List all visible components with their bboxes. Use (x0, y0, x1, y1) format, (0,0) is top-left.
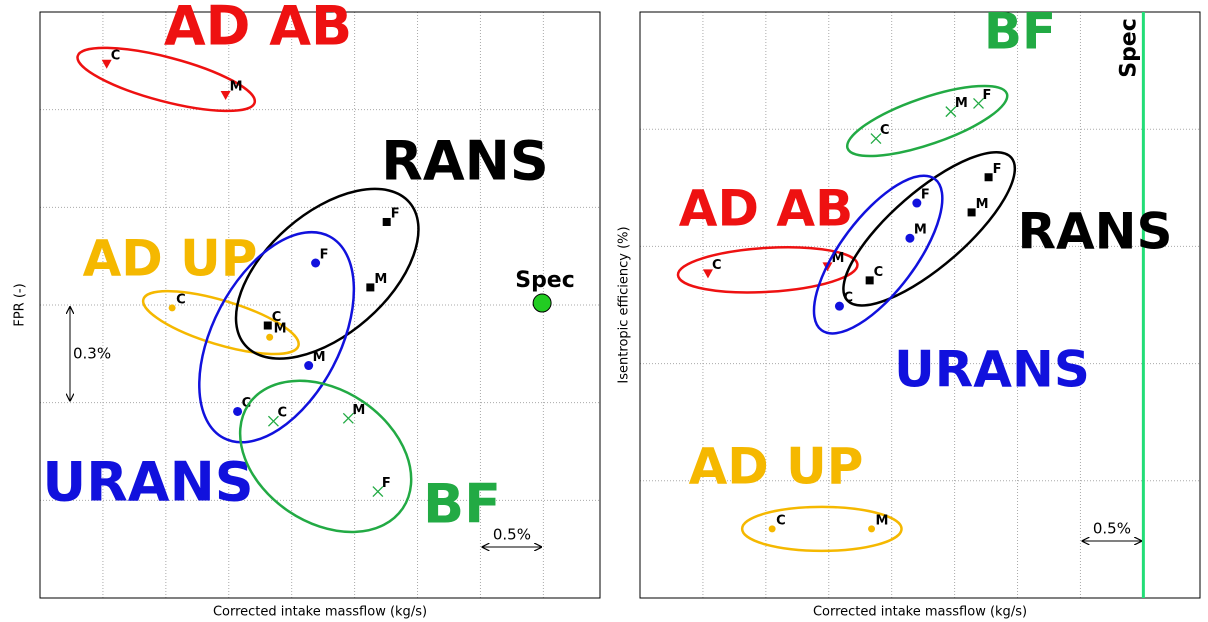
group-label: RANS (381, 130, 548, 193)
marker (382, 217, 391, 226)
group-label: AD UP (83, 230, 258, 288)
plot-frame (39, 11, 601, 599)
x-axis-label: Corrected intake massflow (kg/s) (213, 605, 427, 620)
marker (366, 283, 375, 292)
point-label: C (176, 292, 186, 307)
marker (865, 276, 874, 285)
marker (868, 525, 876, 533)
group-label: RANS (1017, 203, 1172, 261)
point-label: C (277, 406, 287, 421)
plot-frame (639, 11, 1201, 599)
marker (233, 406, 243, 416)
group-label: AD AB (679, 180, 853, 238)
scale-bar-label: 0.5% (493, 526, 531, 544)
point-label: C (874, 265, 884, 280)
y-axis-label: FPR (-) (13, 283, 28, 326)
marker (870, 133, 882, 145)
y-axis-label: Isentropic efficiency (%) (617, 226, 632, 383)
group-label: URANS (42, 451, 253, 514)
scale-bar-label: 0.3% (73, 344, 111, 362)
marker (263, 321, 272, 330)
group-label: BF (984, 3, 1056, 61)
group-ellipse (198, 230, 356, 444)
marker (266, 333, 274, 341)
point-label: M (230, 80, 243, 95)
point-label: F (983, 88, 992, 103)
group-label: URANS (894, 341, 1090, 399)
point-label: M (313, 350, 326, 365)
point-label: M (832, 251, 845, 266)
marker (101, 59, 112, 69)
point-label: M (955, 96, 968, 111)
point-label: C (712, 258, 722, 273)
group-label: AD AB (164, 0, 352, 58)
point-label: M (976, 197, 989, 212)
marker (168, 304, 176, 312)
point-label: C (880, 123, 890, 138)
marker (220, 91, 231, 101)
marker (834, 301, 844, 311)
group-label: BF (423, 473, 501, 536)
group-ellipse (842, 150, 1017, 307)
scale-bar-label: 0.5% (1093, 520, 1131, 538)
group-ellipse (812, 174, 944, 335)
group-ellipse (234, 187, 420, 360)
reference-label: Spec (1116, 18, 1141, 78)
group-label: Spec (515, 268, 575, 293)
marker (973, 97, 984, 109)
point-label: F (391, 206, 400, 221)
point-label: M (352, 403, 365, 418)
marker (984, 173, 993, 182)
marker (967, 208, 976, 217)
marker (304, 361, 314, 371)
point-label: C (111, 48, 121, 63)
marker (311, 258, 321, 268)
point-label: M (274, 322, 287, 337)
marker (702, 269, 713, 279)
point-label: F (382, 476, 391, 491)
marker (267, 415, 279, 427)
marker (945, 106, 957, 118)
point-label: M (876, 513, 889, 528)
group-ellipse (76, 46, 257, 113)
group-ellipse (141, 289, 300, 356)
marker (532, 293, 552, 313)
marker (768, 525, 776, 533)
point-label: M (374, 272, 387, 287)
point-label: C (272, 310, 282, 325)
point-label: C (776, 513, 786, 528)
point-label: F (921, 188, 930, 203)
marker (912, 198, 922, 208)
point-label: F (993, 162, 1002, 177)
marker (342, 412, 354, 424)
point-label: M (914, 223, 927, 238)
x-axis-label: Corrected intake massflow (kg/s) (813, 605, 1027, 620)
group-label: AD UP (689, 438, 864, 496)
marker (905, 233, 915, 243)
group-ellipse (676, 246, 859, 294)
group-ellipse (238, 379, 413, 534)
point-label: C (843, 291, 853, 306)
point-label: C (242, 396, 252, 411)
group-ellipse (740, 505, 903, 553)
group-ellipse (845, 84, 1009, 158)
point-label: F (320, 248, 329, 263)
plot-area (640, 12, 1200, 598)
marker (372, 486, 384, 498)
